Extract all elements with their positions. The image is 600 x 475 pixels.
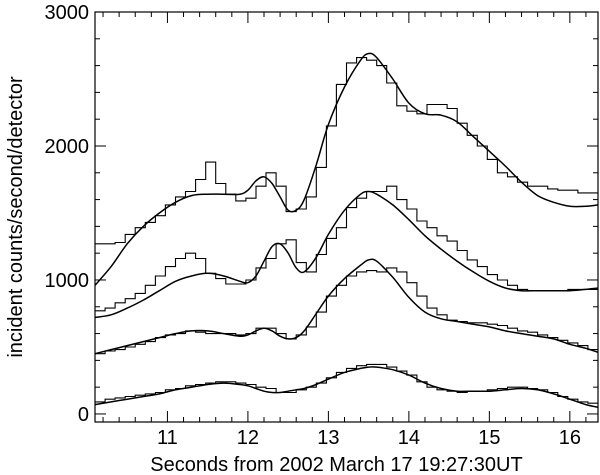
x-tick-label: 16 [559, 427, 581, 449]
histogram-series-1 [95, 57, 598, 245]
x-axis-title: Seconds from 2002 March 17 19:27:30UT [150, 454, 522, 475]
series-layer [94, 52, 599, 409]
y-axis-title: incident counts/second/detector [5, 76, 27, 358]
y-tick-label: 1000 [45, 270, 90, 292]
x-tick-label: 11 [157, 427, 178, 449]
y-tick-label: 2000 [45, 136, 90, 158]
fit-curve-3 [94, 258, 599, 355]
x-tick-label: 15 [478, 427, 500, 449]
fit-curve-4 [94, 366, 599, 409]
y-tick-label: 3000 [45, 2, 90, 24]
x-tick-label: 12 [237, 427, 259, 449]
y-tick-label: 0 [78, 404, 89, 426]
plot-frame [94, 11, 599, 423]
histogram-series-2 [95, 185, 598, 312]
fit-curve-1 [94, 52, 599, 286]
tick-layer: 11 12 13 14 15 16 0 1000 2000 3000 [45, 2, 598, 449]
axis-layer [94, 11, 599, 423]
x-tick-label: 13 [317, 427, 339, 449]
x-tick-label: 14 [398, 427, 420, 449]
fit-curve-2 [94, 190, 599, 319]
